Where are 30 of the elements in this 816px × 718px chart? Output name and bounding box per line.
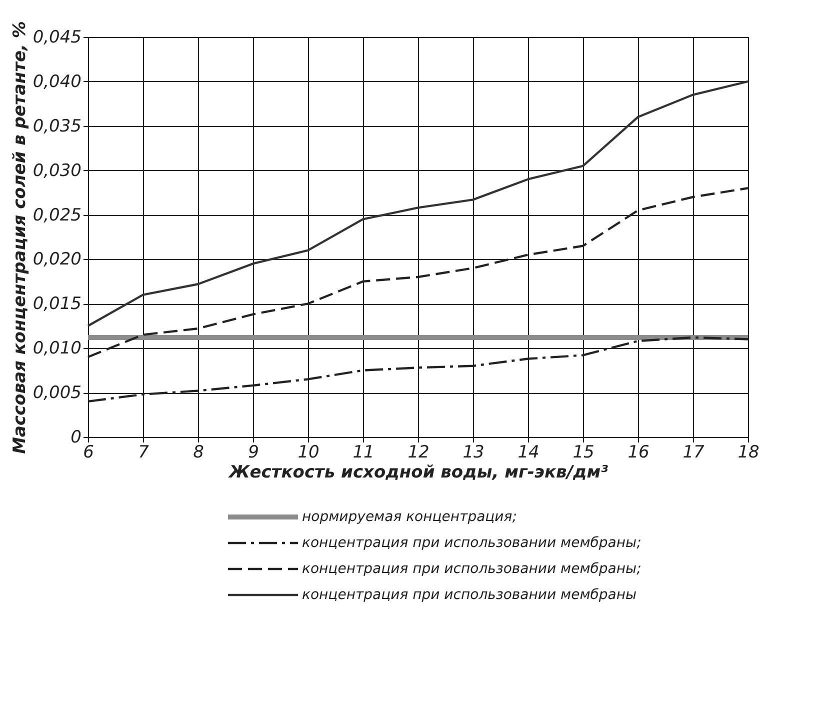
legend-label: концентрация при использовании мембраны; [302, 561, 642, 577]
x-tick-label: 9 [248, 442, 259, 462]
x-tick-label: 14 [518, 442, 540, 462]
x-tick-label: 8 [193, 442, 204, 462]
x-axis-title: Жесткость исходной воды, мг-экв/дм³ [228, 462, 609, 482]
x-tick-label: 18 [738, 442, 760, 462]
x-tick-label: 7 [138, 442, 150, 462]
y-tick-label: 0,020 [32, 250, 82, 270]
y-tick-label: 0 [70, 428, 82, 448]
y-tick-label: 0,025 [32, 205, 82, 226]
x-tick-label: 10 [298, 442, 320, 462]
y-tick-label: 0,045 [32, 28, 82, 48]
legend-label: концентрация при использовании мембраны [302, 587, 637, 603]
y-tick-label: 0,035 [32, 116, 82, 136]
legend-label: нормируемая концентрация; [302, 509, 517, 525]
x-tick-label: 15 [572, 442, 594, 462]
x-tick-label: 16 [628, 442, 650, 462]
x-tick-label: 6 [83, 442, 94, 462]
line-series [86, 80, 750, 327]
x-tick-label: 17 [682, 442, 704, 462]
legend-label: концентрация при использовании мембраны; [302, 535, 642, 551]
y-tick-label: 0,015 [32, 294, 82, 314]
x-tick-label: 12 [408, 442, 430, 462]
y-tick-label: 0,030 [32, 160, 82, 181]
y-axis-title: Массовая концентрация солей в ретанте, % [10, 21, 30, 454]
y-tick-label: 0,005 [32, 383, 82, 404]
y-tick-label: 0,010 [32, 338, 82, 359]
y-tick-label: 0,040 [32, 72, 82, 92]
x-tick-label: 11 [352, 442, 374, 462]
x-tick-label: 13 [462, 442, 484, 462]
